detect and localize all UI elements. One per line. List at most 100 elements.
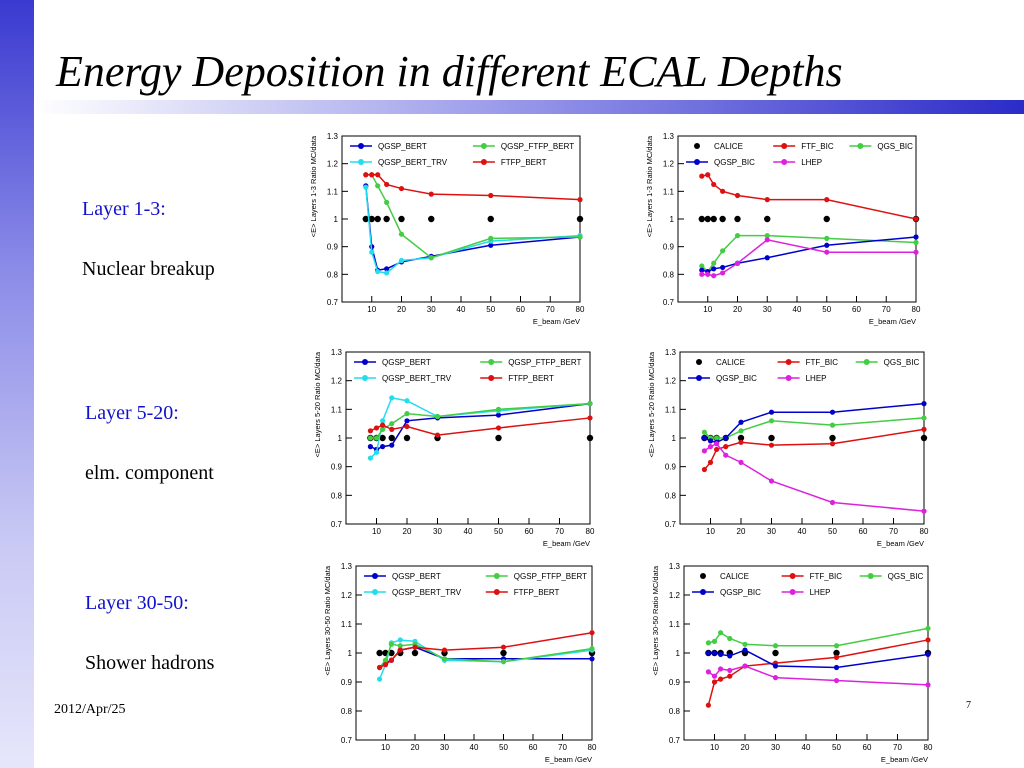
x-tick-label: 80 — [920, 527, 929, 536]
x-tick-label: 70 — [889, 527, 898, 536]
x-tick-label: 30 — [763, 305, 772, 314]
data-point-ftfp-bert — [363, 172, 369, 178]
legend-label-qgs-bic: QGS_BIC — [877, 142, 913, 151]
x-tick-label: 80 — [586, 527, 595, 536]
legend-label-qgsp-bert-trv: QGSP_BERT_TRV — [378, 158, 448, 167]
x-axis-label: E_beam /GeV — [533, 317, 580, 326]
x-axis-label: E_beam /GeV — [545, 755, 592, 764]
data-point-ftf-bic — [711, 181, 717, 188]
data-point-ftf-bic — [723, 444, 729, 450]
data-point-ftfp-bert — [388, 657, 394, 663]
data-point-qgs-bic — [734, 233, 741, 239]
data-point-ftfp-bert — [382, 662, 389, 668]
data-point-data — [362, 215, 369, 223]
data-point-ftfp-bert — [587, 415, 593, 421]
section-desc-1: Nuclear breakup — [82, 258, 215, 280]
data-point-lhep — [705, 271, 711, 277]
data-point-qgsp-bic — [711, 650, 718, 656]
data-point-qgsp-bert-trv — [384, 270, 390, 276]
data-point-data — [374, 215, 381, 223]
legend-marker-calice — [700, 573, 706, 579]
data-point-qgsp-bert — [367, 444, 373, 450]
legend-marker-qgsp-bert-trv — [358, 159, 364, 165]
data-point-data — [428, 215, 435, 223]
legend-label-calice: CALICE — [716, 358, 745, 367]
x-tick-label: 70 — [558, 743, 567, 752]
legend-label-ftf-bic: FTF_BIC — [810, 572, 843, 581]
y-tick-label: 0.7 — [669, 736, 681, 745]
data-point-data — [411, 649, 419, 657]
data-point-qgsp-bert-trv — [398, 257, 405, 264]
y-axis-label: <E> Layers 30-50 Ratio MC/data — [651, 565, 660, 675]
data-point-ftf-bic — [701, 466, 707, 473]
data-point-qgsp-bic — [824, 242, 830, 248]
x-tick-label: 40 — [470, 743, 479, 752]
data-point-qgsp-bert-trv — [363, 184, 369, 190]
x-tick-label: 60 — [516, 305, 525, 314]
data-point-qgs-bic — [742, 641, 748, 647]
data-point-qgsp-bic — [833, 664, 840, 671]
data-point-ftf-bic — [705, 172, 711, 178]
x-tick-label: 80 — [588, 743, 597, 752]
data-point-qgs-bic — [699, 263, 705, 269]
y-axis-label: <E> Layers 30-50 Ratio MC/data — [323, 565, 332, 675]
y-tick-label: 1.2 — [341, 591, 353, 600]
section-desc-2: elm. component — [85, 462, 214, 484]
data-point-qgsp-bic — [705, 650, 711, 656]
x-tick-label: 30 — [433, 527, 442, 536]
legend-label-ftfp-bert: FTFP_BERT — [501, 158, 547, 167]
y-tick-label: 1.3 — [331, 348, 343, 357]
x-tick-label: 80 — [912, 305, 921, 314]
x-tick-label: 80 — [924, 743, 933, 752]
legend-label-qgsp-bert-trv: QGSP_BERT_TRV — [382, 374, 452, 383]
x-tick-label: 60 — [529, 743, 538, 752]
data-point-ftf-bic — [705, 702, 711, 708]
x-tick-label: 20 — [741, 743, 750, 752]
chart-layer-5-20-right: 0.7 0.8 0.9 1 1.1 1.2 1.3 10 20 30 40 50 60 70 80 <E> L… — [642, 346, 932, 550]
slide-title: Energy Deposition in different ECAL Dept… — [56, 47, 843, 96]
legend-marker-qgsp-bert-trv — [372, 589, 378, 595]
chart-layer-30-50-left: 0.7 0.8 0.9 1 1.1 1.2 1.3 10 20 30 40 50 60 70 80 <E> L… — [318, 560, 600, 766]
legend-marker-qgsp-bic — [694, 159, 700, 165]
data-point-ftf-bic — [925, 637, 931, 643]
legend-label-qgsp-bert: QGSP_BERT — [392, 572, 441, 581]
y-tick-label: 1 — [334, 215, 339, 224]
data-point-ftfp-bert — [589, 630, 595, 636]
data-point-ftfp-bert — [428, 191, 434, 197]
data-point-lhep — [764, 237, 770, 243]
data-point-lhep — [734, 260, 741, 266]
y-tick-label: 1.1 — [331, 405, 343, 414]
data-point-lhep — [701, 448, 707, 454]
data-point-ftf-bic — [824, 197, 830, 203]
y-tick-label: 0.9 — [663, 243, 675, 252]
data-point-ftfp-bert — [398, 185, 405, 192]
data-point-qgs-bic — [824, 235, 830, 241]
data-point-qgsp-bert-trv — [389, 395, 395, 401]
x-tick-label: 30 — [440, 743, 449, 752]
data-point-qgs-bic — [711, 638, 718, 644]
legend-label-qgs-bic: QGS_BIC — [884, 358, 920, 367]
chart-background — [308, 346, 598, 550]
y-tick-label: 1 — [670, 215, 675, 224]
data-point-ftfp-bert — [441, 647, 448, 653]
data-point-data — [576, 215, 584, 223]
data-point-qgs-bic — [738, 428, 744, 434]
legend-marker-qgsp-bert — [362, 359, 368, 365]
data-point-qgs-bic — [925, 625, 931, 631]
page-number: 7 — [966, 700, 971, 711]
data-point-data — [586, 434, 594, 442]
data-point-data — [368, 215, 375, 223]
chart-layer-1-3-right: 0.7 0.8 0.9 1 1.1 1.2 1.3 10 20 30 40 50 60 70 80 <E> L… — [640, 130, 924, 328]
legend-marker-ftf-bic — [785, 359, 792, 365]
y-tick-label: 1.1 — [341, 620, 353, 629]
data-point-lhep — [720, 270, 726, 276]
data-point-qgsp-bic — [764, 255, 770, 261]
y-tick-label: 0.7 — [327, 298, 339, 307]
data-point-ftf-bic — [913, 216, 919, 222]
legend-marker-ftfp-bert — [480, 159, 487, 165]
legend-marker-lhep — [785, 375, 792, 381]
data-point-qgsp-ftfp-bert — [441, 656, 448, 662]
data-point-lhep — [921, 508, 927, 514]
data-point-lhep — [714, 441, 720, 447]
x-axis-label: E_beam /GeV — [869, 317, 916, 326]
